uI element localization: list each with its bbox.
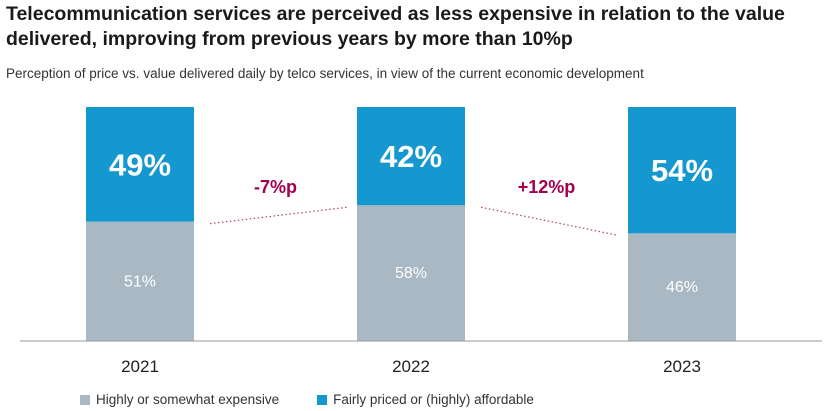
data-label-affordable-2023: 54% bbox=[651, 153, 713, 188]
data-label-affordable-2022: 42% bbox=[380, 139, 442, 174]
bar-affordable-2021 bbox=[86, 107, 194, 222]
legend-item-affordable: Fairly priced or (highly) affordable bbox=[317, 392, 534, 407]
x-tick-label-2022: 2022 bbox=[392, 357, 430, 376]
chart-title: Telecommunication services are perceived… bbox=[6, 3, 785, 50]
bar-expensive-2022 bbox=[357, 205, 465, 341]
change-connector-2 bbox=[480, 206, 619, 236]
legend-label-expensive: Highly or somewhat expensive bbox=[96, 392, 280, 407]
change-label-1: -7%p bbox=[254, 177, 297, 197]
x-tick-label-2021: 2021 bbox=[121, 357, 159, 376]
chart-subtitle: Perception of price vs. value delivered … bbox=[6, 66, 644, 81]
legend-item-expensive: Highly or somewhat expensive bbox=[80, 392, 279, 407]
data-label-expensive-2021: 51% bbox=[124, 273, 156, 290]
x-tick-label-2023: 2023 bbox=[663, 357, 701, 376]
bar-expensive-2023 bbox=[628, 233, 736, 341]
bar-affordable-2022 bbox=[357, 107, 465, 206]
change-connector-1 bbox=[209, 206, 348, 225]
bar-expensive-2021 bbox=[86, 221, 194, 341]
legend-swatch-affordable bbox=[317, 394, 328, 405]
data-label-expensive-2023: 46% bbox=[666, 279, 698, 296]
stacked-bar-chart: 49% 51% 2021 42% 58% 2022 54% 46% 2023 -7%p +12%p bbox=[20, 107, 822, 376]
bar-affordable-2023 bbox=[628, 107, 736, 234]
legend-label-affordable: Fairly priced or (highly) affordable bbox=[333, 392, 534, 407]
legend-swatch-expensive bbox=[80, 394, 90, 405]
data-label-expensive-2022: 58% bbox=[395, 265, 427, 282]
change-label-2: +12%p bbox=[518, 177, 576, 197]
legend: Highly or somewhat expensive Fairly pric… bbox=[80, 392, 534, 407]
data-label-affordable-2021: 49% bbox=[109, 147, 171, 182]
